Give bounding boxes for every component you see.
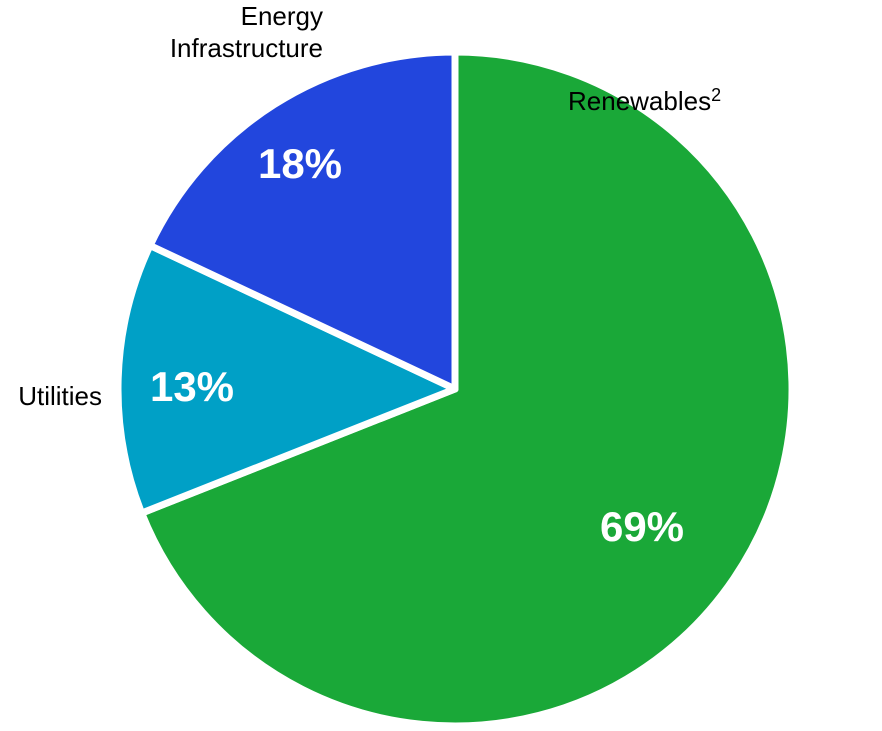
category-label-renewables: Renewables2 (568, 85, 721, 116)
category-label-utilities: Utilities (18, 381, 102, 411)
pie-slice-energy-infrastructure (146, 48, 459, 393)
category-label-energy-infrastructure: Energy Infrastructure (170, 1, 323, 63)
pie-slice-renewables (138, 48, 796, 730)
pie-slice-utilities (114, 242, 459, 517)
value-labels: 69% 13% 18% (150, 140, 684, 550)
value-label-utilities: 13% (150, 363, 234, 410)
value-label-energy-infrastructure: 18% (258, 140, 342, 187)
superscript: 2 (711, 85, 721, 105)
pie-slices (114, 48, 796, 730)
category-labels: Renewables2 Utilities Energy Infrastructure (18, 1, 721, 411)
value-label-renewables: 69% (600, 503, 684, 550)
